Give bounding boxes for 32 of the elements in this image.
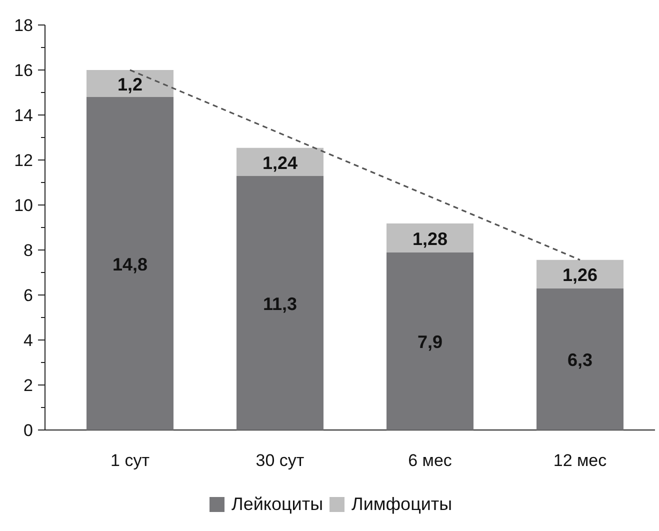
data-label: 1,26 bbox=[562, 265, 598, 286]
data-label: 11,3 bbox=[262, 294, 298, 314]
y-tick-label: 18 bbox=[14, 16, 33, 35]
bar bbox=[536, 288, 624, 430]
bar bbox=[236, 148, 324, 176]
y-tick-label: 0 bbox=[24, 421, 33, 440]
y-tick-label: 2 bbox=[24, 376, 33, 395]
bar bbox=[386, 223, 474, 252]
x-tick-label: 6 мес bbox=[408, 451, 452, 470]
legend-label: Лейкоциты bbox=[232, 494, 324, 514]
x-tick-label: 12 мес bbox=[553, 451, 608, 470]
y-tick-label: 16 bbox=[14, 61, 33, 80]
bar bbox=[86, 97, 174, 430]
data-label: 7,9 bbox=[417, 332, 443, 352]
y-tick-label: 6 bbox=[24, 286, 33, 305]
bar bbox=[386, 252, 474, 430]
y-tick-label: 10 bbox=[14, 196, 33, 215]
data-label: 1,24 bbox=[262, 152, 298, 173]
data-label: 1,28 bbox=[412, 228, 448, 249]
y-tick-label: 14 bbox=[14, 106, 33, 125]
legend-label: Лимфоциты bbox=[352, 494, 452, 514]
y-tick-label: 12 bbox=[14, 151, 33, 170]
bar bbox=[236, 176, 324, 430]
x-tick-label: 30 сут bbox=[256, 451, 304, 470]
y-tick-label: 4 bbox=[24, 331, 33, 350]
data-label: 14,8 bbox=[112, 254, 148, 274]
x-tick-label: 1 сут bbox=[110, 451, 150, 470]
bar bbox=[86, 70, 174, 97]
data-label: 1,2 bbox=[117, 74, 143, 94]
y-tick-label: 8 bbox=[24, 241, 33, 260]
data-label: 6,3 bbox=[567, 350, 593, 370]
bar bbox=[536, 260, 624, 288]
